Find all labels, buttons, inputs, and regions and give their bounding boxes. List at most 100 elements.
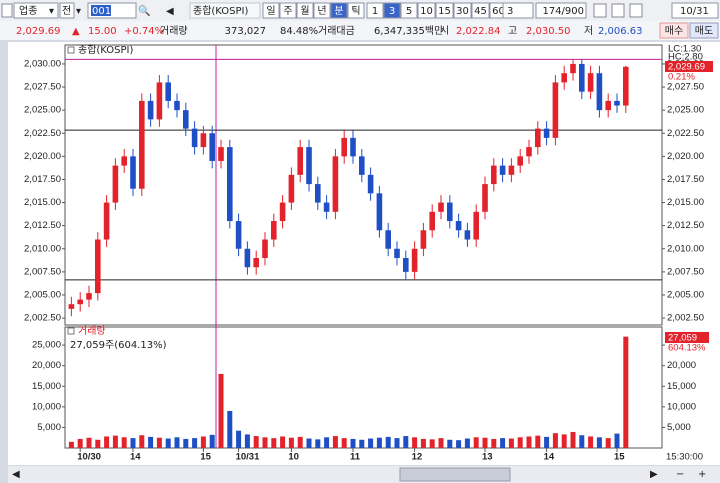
volume-bar xyxy=(570,431,576,448)
volume-bar xyxy=(183,438,189,448)
y-tick-label: 2,025.00 xyxy=(667,105,704,116)
price-panel xyxy=(64,44,663,326)
candle-body xyxy=(121,156,127,166)
toolbar-button[interactable] xyxy=(383,2,401,19)
candle-body xyxy=(508,165,515,175)
volume-bar xyxy=(130,438,136,448)
candle-body xyxy=(403,258,409,272)
y-tick-label: 2,025.00 xyxy=(24,105,61,116)
toolbar-button[interactable] xyxy=(279,2,297,19)
volume-bar xyxy=(517,437,523,448)
candle-body xyxy=(561,73,567,83)
x-tick-label: 15 xyxy=(614,452,625,463)
change-pct-label: 0.21% xyxy=(668,72,695,83)
volume-title: 거래량 xyxy=(78,325,106,337)
check-icon[interactable] xyxy=(593,3,607,18)
volume-bar xyxy=(368,438,374,448)
volume-bar xyxy=(324,437,330,448)
volume-bar xyxy=(552,433,558,448)
x-tick-label: 10 xyxy=(288,452,299,463)
calendar-icon[interactable] xyxy=(629,3,643,18)
candle-body xyxy=(86,293,92,300)
change: 15.00 xyxy=(88,26,117,37)
candle-body xyxy=(367,174,374,194)
lc-label: LC:1.30 xyxy=(668,44,701,55)
price-box-label: 2,029.69 xyxy=(668,62,705,73)
candle-body xyxy=(517,156,523,166)
name-box xyxy=(189,2,261,19)
count-select[interactable] xyxy=(502,2,534,19)
scrollbar[interactable] xyxy=(8,466,720,483)
volume-bar xyxy=(359,439,365,448)
toolbar-button[interactable] xyxy=(435,2,454,19)
price-box xyxy=(665,61,713,72)
zoom-out[interactable]: − xyxy=(676,469,684,480)
volume-bar xyxy=(500,438,506,448)
candle-body xyxy=(623,66,629,106)
candle-body xyxy=(306,147,312,185)
volume-bar xyxy=(561,434,567,448)
buy: 매수 xyxy=(665,25,683,37)
toolbar-button[interactable] xyxy=(417,2,436,19)
toolbar-button-label: 10 xyxy=(420,6,433,17)
volume-bar xyxy=(68,441,74,448)
panel-icon[interactable] xyxy=(67,327,75,335)
candle-body xyxy=(605,100,611,111)
date: 10/31 xyxy=(680,6,709,17)
volume-bar xyxy=(148,436,154,448)
y-tick-label: 2,005.00 xyxy=(24,289,61,300)
panel-icon[interactable] xyxy=(67,46,75,54)
count: 174/900 xyxy=(542,6,584,17)
scroll-left[interactable]: ◀ xyxy=(12,469,20,480)
mode-button[interactable] xyxy=(59,2,75,19)
code: 001 xyxy=(92,6,111,17)
toolbar-button[interactable] xyxy=(347,2,365,19)
sell-button[interactable] xyxy=(689,22,719,39)
toolbar-button[interactable] xyxy=(366,2,384,19)
y-tick-label: 2,020.00 xyxy=(24,151,61,162)
hc-label: HC:2.80 xyxy=(668,52,703,63)
candle-body xyxy=(235,221,242,249)
plot: 2,002.50 2,002.50 2,005.00 2,005.00 2,007.50… xyxy=(24,58,704,462)
market-select[interactable] xyxy=(13,2,59,19)
volume-bar xyxy=(385,436,391,448)
y-tick-label: 5,000 xyxy=(667,422,691,433)
menu-icon[interactable] xyxy=(1,3,13,18)
candle-body xyxy=(447,202,453,222)
scroll-thumb[interactable] xyxy=(399,467,511,482)
toolbar-button[interactable] xyxy=(471,2,490,19)
toolbar-button-label: 3 xyxy=(389,6,395,17)
change-pct: +0.74% xyxy=(124,26,164,37)
volume-bar xyxy=(429,439,435,448)
volume-bar xyxy=(104,436,110,448)
volume-bar xyxy=(605,438,611,448)
candle-body xyxy=(438,202,444,212)
amount-label: 거래대금 xyxy=(318,25,355,37)
market: 업종 xyxy=(19,4,37,17)
date-box[interactable] xyxy=(671,2,719,19)
candle-body xyxy=(473,211,479,240)
toolbar-button[interactable] xyxy=(296,2,314,19)
buy-button[interactable] xyxy=(659,22,689,39)
toolbar-button[interactable] xyxy=(400,2,418,19)
volume-bar xyxy=(192,438,198,448)
toolbar-button[interactable] xyxy=(313,2,331,19)
toolbar-button[interactable] xyxy=(330,2,348,19)
candle-body xyxy=(130,156,136,189)
zoom-in[interactable]: + xyxy=(698,469,706,480)
y-tick-label: 2,007.50 xyxy=(24,266,61,277)
candle-body xyxy=(420,230,427,249)
toolbar-button[interactable] xyxy=(453,2,472,19)
window-icon[interactable] xyxy=(611,3,625,18)
price: 2,029.69 xyxy=(16,26,61,37)
search-icon[interactable]: 🔍 xyxy=(138,4,150,17)
volume-box-label: 27,059 xyxy=(668,333,697,344)
volume-bar xyxy=(288,437,294,448)
open: 2,022.84 xyxy=(456,26,501,37)
high-label: 고 xyxy=(508,26,517,37)
scroll-right[interactable]: ▶ xyxy=(650,469,658,480)
sound-icon[interactable]: ◀ xyxy=(166,6,174,17)
toolbar-button[interactable] xyxy=(262,2,280,19)
x-tick-label: 11 xyxy=(350,452,361,463)
